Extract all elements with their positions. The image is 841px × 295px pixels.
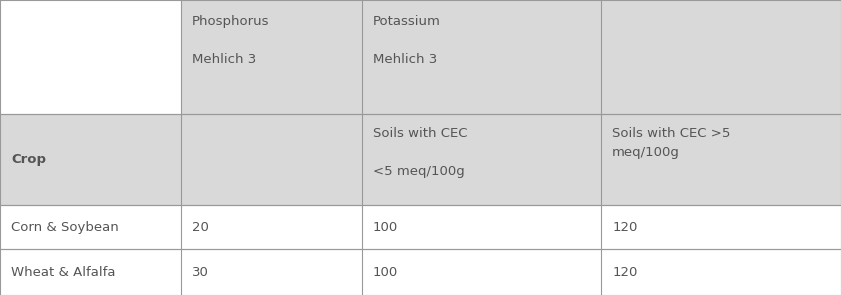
Text: 20: 20	[192, 221, 209, 234]
Text: Wheat & Alfalfa: Wheat & Alfalfa	[11, 266, 115, 279]
Bar	[181, 205, 362, 249]
Bar	[0, 205, 181, 249]
Text: Soils with CEC

<5 meq/100g: Soils with CEC <5 meq/100g	[373, 127, 467, 178]
Bar	[601, 114, 841, 205]
Bar	[601, 205, 841, 249]
Text: 120: 120	[612, 221, 637, 234]
Text: Phosphorus

Mehlich 3: Phosphorus Mehlich 3	[192, 15, 269, 66]
Bar	[0, 0, 181, 114]
Text: 120: 120	[612, 266, 637, 279]
Bar	[601, 249, 841, 295]
Bar	[181, 0, 362, 114]
Text: Corn & Soybean: Corn & Soybean	[11, 221, 119, 234]
Bar	[0, 114, 181, 205]
Bar	[362, 205, 601, 249]
Bar	[181, 249, 362, 295]
Text: Crop: Crop	[11, 153, 46, 166]
Text: 100: 100	[373, 266, 398, 279]
Bar	[362, 0, 601, 114]
Text: Soils with CEC >5
meq/100g: Soils with CEC >5 meq/100g	[612, 127, 731, 159]
Bar	[362, 249, 601, 295]
Text: Potassium

Mehlich 3: Potassium Mehlich 3	[373, 15, 441, 66]
Bar	[0, 249, 181, 295]
Bar	[601, 0, 841, 114]
Text: 100: 100	[373, 221, 398, 234]
Bar	[181, 114, 362, 205]
Bar	[362, 114, 601, 205]
Text: 30: 30	[192, 266, 209, 279]
